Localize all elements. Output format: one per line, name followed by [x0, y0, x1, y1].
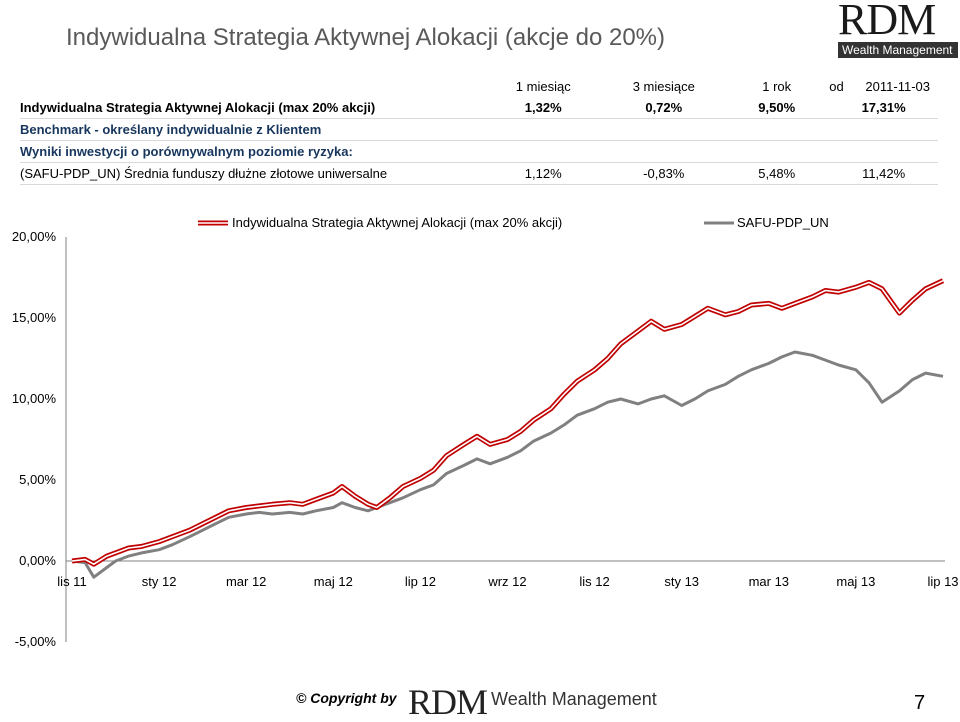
cell-value: 17,31% [829, 97, 938, 119]
col-header: 3 miesiące [632, 79, 695, 94]
col-header: 1 miesiąc [515, 79, 571, 94]
y-tick-label: 5,00% [19, 472, 56, 487]
performance-table: 1 miesiąc 3 miesiące 1 rok od 2011-11-03… [20, 76, 938, 185]
x-tick-label: mar 12 [226, 574, 266, 589]
col-header-date: 2011-11-03 [865, 79, 930, 94]
line-chart: 20,00% 15,00% 10,00% 5,00% 0,00% -5,00% lis 1… [12, 215, 959, 649]
benchmark-heading: Benchmark - określany indywidualnie z Kl… [20, 118, 938, 141]
y-tick-label: 10,00% [12, 391, 57, 406]
cell-value: 1,12% [483, 162, 604, 185]
row-label: (SAFU-PDP_UN) Średnia funduszy dłużne zł… [20, 162, 484, 185]
footer-logo-tagline: Wealth Management [491, 689, 657, 709]
footer-logo-mark: RDM [408, 682, 488, 722]
benchmark-subheading: Wyniki inwestycji o porównywalnym poziom… [20, 140, 938, 163]
x-tick-label: lis 12 [579, 574, 609, 589]
x-tick-label: lis 11 [57, 574, 86, 589]
legend: Indywidualna Strategia Aktywnej Alokacji… [198, 215, 829, 230]
company-logo: RDM Wealth Management [838, 0, 958, 58]
series-line-benchmark [71, 350, 944, 579]
table-row: Wyniki inwestycji o porównywalnym poziom… [20, 140, 938, 163]
y-tick-label: 0,00% [19, 553, 56, 568]
y-tick-label: 20,00% [12, 229, 57, 244]
y-tick-label: 15,00% [12, 310, 57, 325]
col-header: od [829, 79, 844, 94]
row-label: Indywidualna Strategia Aktywnej Alokacji… [20, 97, 484, 119]
legend-label: SAFU-PDP_UN [737, 215, 829, 230]
cell-value: 1,32% [483, 97, 604, 119]
cell-value: 5,48% [724, 162, 830, 185]
x-tick-label: sty 13 [664, 574, 699, 589]
series-line-strategy [71, 279, 944, 566]
logo-mark: RDM [838, 0, 936, 44]
x-tick-label: mar 13 [749, 574, 789, 589]
cell-value: 11,42% [829, 162, 938, 185]
series-line-strategy-outline [71, 278, 945, 567]
x-tick-label: lip 13 [927, 574, 958, 589]
cell-value: 0,72% [603, 97, 725, 119]
x-tick-label: maj 12 [314, 574, 353, 589]
table-row: (SAFU-PDP_UN) Średnia funduszy dłużne zł… [20, 162, 938, 185]
table-row: Indywidualna Strategia Aktywnej Alokacji… [20, 97, 938, 119]
x-axis: lis 11 sty 12 mar 12 maj 12 lip 12 wrz 12 lis … [57, 560, 959, 589]
logo-tagline: Wealth Management [838, 42, 958, 58]
footer-logo: RDM Wealth Management [408, 684, 657, 720]
y-tick-label: -5,00% [15, 634, 57, 649]
legend-label: Indywidualna Strategia Aktywnej Alokacji… [232, 215, 562, 230]
x-tick-label: lip 12 [405, 574, 436, 589]
copyright-text: © Copyright by [296, 690, 397, 706]
col-header-since: od 2011-11-03 [829, 76, 938, 97]
x-tick-label: wrz 12 [487, 574, 526, 589]
x-tick-label: maj 13 [836, 574, 875, 589]
col-header: 1 rok [762, 79, 792, 94]
y-axis: 20,00% 15,00% 10,00% 5,00% 0,00% -5,00% [12, 229, 67, 649]
table-row: Benchmark - określany indywidualnie z Kl… [20, 118, 938, 141]
table-header-row: 1 miesiąc 3 miesiące 1 rok od 2011-11-03 [20, 76, 938, 97]
x-tick-label: sty 12 [142, 574, 177, 589]
cell-value: 9,50% [724, 97, 830, 119]
cell-value: -0,83% [603, 162, 725, 185]
page-number: 7 [914, 692, 926, 714]
series-lines [71, 278, 945, 579]
page-title: Indywidualna Strategia Aktywnej Alokacji… [66, 24, 665, 51]
